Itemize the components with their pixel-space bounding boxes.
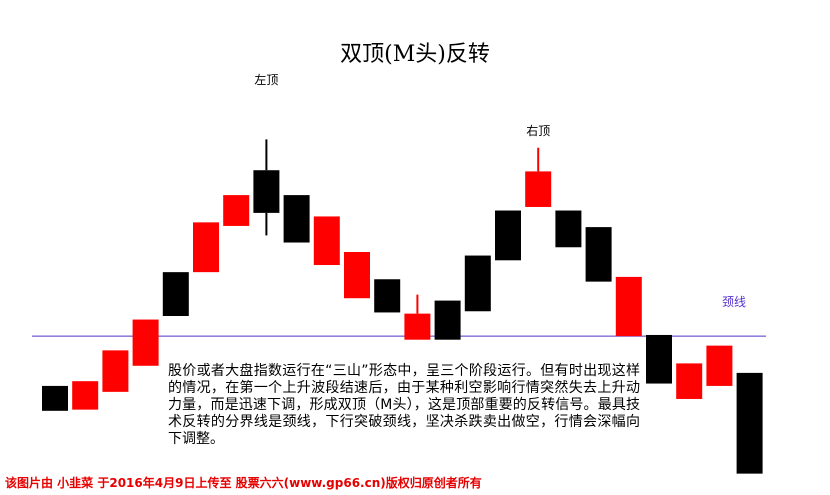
candle-body bbox=[404, 313, 431, 340]
candle-body bbox=[434, 300, 461, 340]
candle bbox=[585, 227, 612, 282]
candle-body bbox=[464, 255, 491, 312]
footer-credit: 该图片由 小韭菜 于2016年4月9日上传至 股票六六(www.gp66.cn)… bbox=[5, 476, 482, 490]
candle bbox=[344, 252, 370, 299]
candle-body bbox=[374, 279, 401, 313]
candle-body bbox=[102, 350, 129, 392]
candle bbox=[283, 195, 310, 243]
candle bbox=[72, 381, 99, 410]
candle bbox=[676, 363, 703, 399]
candle bbox=[132, 319, 159, 366]
candle-body bbox=[283, 195, 310, 243]
candle-body bbox=[676, 363, 703, 399]
candle bbox=[646, 334, 672, 384]
candle-body bbox=[585, 227, 612, 282]
candle bbox=[615, 276, 642, 337]
candle bbox=[193, 222, 219, 273]
description-text: 股价或者大盘指数运行在“三山”形态中，呈三个阶段运行。但有时出现这样的情况，在第… bbox=[168, 363, 640, 447]
candle-body bbox=[525, 171, 552, 207]
candle bbox=[162, 272, 189, 316]
candle bbox=[525, 147, 552, 207]
candle bbox=[736, 372, 763, 474]
candle bbox=[495, 210, 521, 261]
candle-body bbox=[42, 385, 68, 411]
candle bbox=[42, 385, 68, 411]
chart-title: 双顶(M头)反转 bbox=[340, 42, 490, 67]
candle bbox=[313, 216, 340, 266]
candle-body bbox=[253, 170, 280, 213]
candle bbox=[102, 350, 129, 392]
candle bbox=[253, 139, 280, 236]
candle bbox=[706, 345, 733, 386]
candle bbox=[434, 300, 461, 340]
candle bbox=[374, 279, 401, 313]
candle-body bbox=[313, 216, 340, 266]
candle-body bbox=[646, 334, 672, 384]
left-top-label: 左顶 bbox=[254, 72, 278, 87]
candle-body bbox=[706, 345, 733, 386]
candle-body bbox=[132, 319, 159, 366]
candle-body bbox=[495, 210, 521, 261]
candle-body bbox=[736, 372, 763, 474]
candle-body bbox=[72, 381, 99, 410]
candle-body bbox=[223, 195, 250, 226]
candle bbox=[223, 195, 250, 226]
candle bbox=[464, 255, 491, 312]
candle-body bbox=[344, 252, 370, 299]
candle bbox=[404, 294, 431, 340]
right-top-label: 右顶 bbox=[526, 123, 550, 138]
candle bbox=[555, 210, 582, 248]
candle-body bbox=[162, 272, 189, 316]
neckline-label: 颈线 bbox=[722, 295, 746, 309]
candle-body bbox=[615, 276, 642, 337]
candle-body bbox=[193, 222, 219, 273]
candle-body bbox=[555, 210, 582, 248]
